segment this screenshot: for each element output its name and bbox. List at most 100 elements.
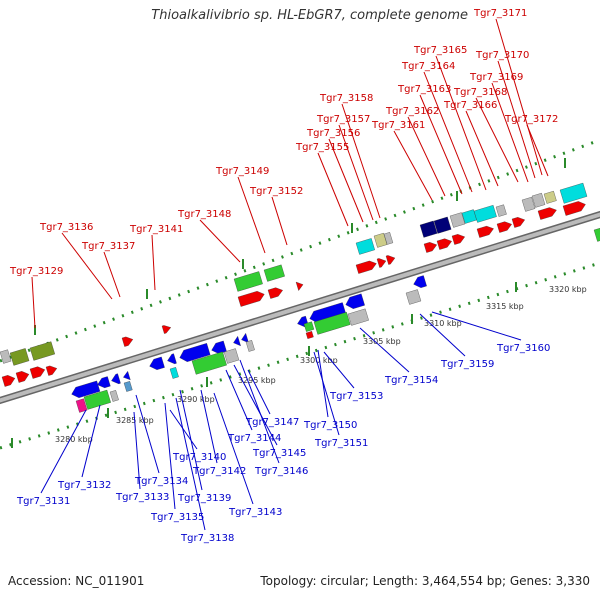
scale-label: 3280 kbp	[55, 435, 93, 444]
gene-block	[373, 232, 388, 248]
gene-block	[355, 260, 377, 274]
forward-gene-label: Tgr7_3165	[413, 45, 467, 56]
gene-block	[347, 308, 369, 326]
reverse-gene-leader	[233, 364, 278, 446]
reverse-gene-label: Tgr7_3140	[172, 452, 226, 463]
gene-block	[169, 367, 179, 379]
forward-gene-leader	[491, 82, 529, 183]
gene-block	[179, 343, 211, 362]
gene-block	[111, 373, 121, 384]
gene-block	[537, 207, 557, 220]
gene-block	[419, 220, 438, 238]
gene-block	[161, 325, 172, 334]
gene-block	[405, 289, 422, 305]
reverse-gene-leader	[359, 327, 410, 373]
gene-block	[263, 264, 285, 282]
forward-gene-leader	[423, 71, 473, 193]
gene-block	[423, 242, 438, 253]
gene-block	[167, 353, 177, 364]
reverse-gene-leader	[419, 313, 466, 357]
forward-gene-label: Tgr7_3158	[319, 93, 373, 104]
gene-block	[303, 321, 315, 332]
gene-block	[75, 398, 88, 413]
forward-gene-leader	[419, 94, 463, 195]
reverse-gene-label: Tgr7_3133	[115, 492, 169, 503]
reverse-gene-label: Tgr7_3159	[440, 359, 494, 370]
gene-block	[496, 221, 512, 233]
forward-gene-label: Tgr7_3172	[504, 114, 558, 125]
gene-block	[593, 227, 600, 242]
scale-label: 3295 kbp	[238, 376, 276, 385]
gene-block	[29, 366, 46, 379]
gene-block	[223, 348, 240, 364]
forward-gene-label: Tgr7_3162	[385, 106, 439, 117]
forward-gene-leader	[407, 116, 446, 197]
reverse-gene-label: Tgr7_3147	[245, 417, 299, 428]
reverse-gene-leader	[81, 404, 101, 478]
forward-gene-leader	[475, 97, 519, 183]
gene-block	[376, 258, 387, 268]
forward-gene-label: Tgr7_3148	[177, 209, 231, 220]
forward-gene-label: Tgr7_3163	[397, 84, 451, 95]
reverse-gene-leader	[225, 369, 253, 431]
reverse-gene-leader	[323, 351, 355, 389]
gene-block	[97, 376, 111, 388]
gene-block	[473, 205, 497, 223]
reverse-gene-label: Tgr7_3145	[252, 448, 306, 459]
gene-block	[451, 234, 466, 245]
reverse-gene-label: Tgr7_3134	[134, 476, 188, 487]
reverse-gene-label: Tgr7_3160	[496, 343, 550, 354]
forward-gene-leader	[328, 138, 364, 223]
gene-block	[241, 332, 249, 344]
reverse-gene-label: Tgr7_3138	[180, 533, 234, 544]
forward-gene-label: Tgr7_3152	[249, 186, 303, 197]
forward-gene-label: Tgr7_3136	[39, 222, 93, 233]
gene-block	[71, 380, 101, 398]
gene-block	[543, 190, 557, 204]
genome-title: Thioalkalivibrio sp. HL-EbGR7, complete …	[151, 8, 468, 23]
gene-block	[345, 293, 365, 309]
gene-block	[436, 238, 452, 250]
reverse-gene-leader	[313, 351, 340, 436]
gene-block	[45, 365, 58, 376]
forward-gene-label: Tgr7_3168	[453, 87, 507, 98]
gene-block	[123, 370, 131, 381]
forward-gene-label: Tgr7_3161	[371, 120, 425, 131]
gene-block	[449, 212, 466, 228]
gene-block	[305, 331, 314, 339]
gene-block	[1, 375, 16, 387]
forward-gene-leader	[61, 232, 113, 300]
genome-summary: Topology: circular; Length: 3,464,554 bp…	[260, 574, 590, 588]
reverse-gene-label: Tgr7_3146	[254, 466, 308, 477]
forward-gene-leader	[393, 130, 433, 201]
forward-gene-leader	[526, 124, 549, 177]
forward-gene-label: Tgr7_3137	[81, 241, 135, 252]
forward-gene-leader	[495, 18, 543, 176]
scale-label: 3305 kbp	[363, 337, 401, 346]
gene-block	[385, 255, 396, 265]
gene-block	[476, 225, 494, 238]
gene-block	[295, 281, 304, 291]
gene-block	[233, 335, 241, 347]
forward-gene-leader	[435, 55, 487, 191]
forward-gene-label: Tgr7_3129	[9, 266, 63, 277]
reverse-gene-label: Tgr7_3151	[314, 438, 368, 449]
gene-block	[355, 238, 375, 255]
reverse-gene-label: Tgr7_3142	[192, 466, 246, 477]
reverse-gene-label: Tgr7_3135	[150, 512, 204, 523]
reverse-gene-label: Tgr7_3153	[329, 391, 383, 402]
scale-label: 3300 kbp	[300, 356, 338, 365]
scale-label: 3315 kbp	[486, 302, 524, 311]
gene-block	[121, 336, 134, 347]
gene-block	[245, 340, 255, 352]
reverse-gene-leader	[200, 389, 218, 464]
gene-block	[9, 348, 30, 366]
gene-block	[233, 271, 263, 292]
gene-block	[191, 351, 227, 375]
reverse-gene-label: Tgr7_3132	[57, 480, 111, 491]
scale-label: 3320 kbp	[549, 285, 587, 294]
gene-block	[559, 182, 588, 204]
gene-block	[83, 389, 111, 410]
forward-gene-leader	[31, 276, 36, 329]
